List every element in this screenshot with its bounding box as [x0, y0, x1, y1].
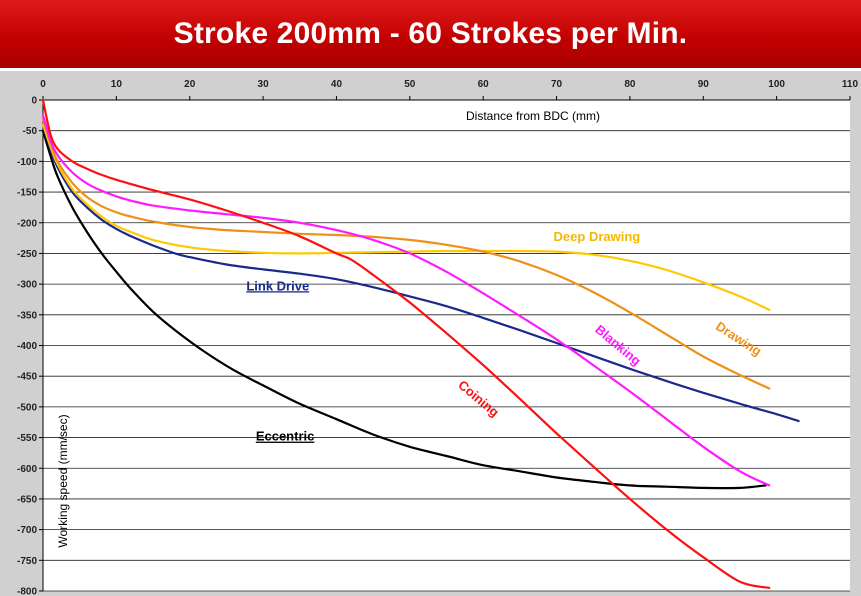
series-lines: [41, 98, 800, 589]
series-line-coining: [41, 98, 771, 589]
y-tick-label: -300: [17, 280, 37, 291]
series-label-deep-drawing: Deep Drawing: [554, 229, 641, 244]
x-tick-label: 10: [111, 79, 123, 90]
y-tick-label: -50: [23, 126, 38, 137]
chart-title: Stroke 200mm - 60 Strokes per Min.: [173, 17, 688, 50]
series-label-link-drive: Link Drive: [246, 278, 309, 293]
series-line-drawing: [41, 117, 771, 390]
grid-lines: [43, 99, 850, 592]
chart-canvas: 0 10 20 30 40 50 60 70 80 90 100 110 0 -50 -100 -150 -20…: [0, 71, 861, 596]
x-tick-label: 70: [551, 79, 563, 90]
series-line-deep-drawing: [41, 123, 771, 311]
series-line-link-drive: [41, 123, 800, 423]
tick-labels: 0 10 20 30 40 50 60 70 80 90 100 110 0 -50 -100 -150 -20…: [17, 79, 859, 596]
x-tick-label: 60: [478, 79, 490, 90]
x-tick-label: 40: [331, 79, 343, 90]
series-line-blanking: [41, 114, 771, 487]
y-tick-label: -400: [17, 341, 37, 352]
y-tick-label: -150: [17, 188, 37, 199]
y-tick-label: -600: [17, 464, 37, 475]
x-tick-label: 30: [258, 79, 270, 90]
y-axis-title: Working speed (mm/sec): [56, 414, 70, 547]
x-tick-label: 90: [698, 79, 710, 90]
x-tick-label: 100: [768, 79, 785, 90]
y-tick-label: -500: [17, 402, 37, 413]
x-axis-title: Distance from BDC (mm): [466, 109, 600, 123]
y-tick-label: -800: [17, 587, 37, 596]
y-tick-label: -200: [17, 218, 37, 229]
y-tick-label: -100: [17, 157, 37, 168]
y-tick-label: -450: [17, 372, 37, 383]
y-tick-label: 0: [31, 96, 37, 107]
x-tick-label: 50: [404, 79, 416, 90]
x-tick-label: 80: [624, 79, 636, 90]
y-tick-label: -250: [17, 249, 37, 260]
y-tick-label: -750: [17, 556, 37, 567]
y-tick-label: -650: [17, 494, 37, 505]
title-bar: Stroke 200mm - 60 Strokes per Min.: [0, 0, 861, 68]
series-line-eccentric: [41, 129, 767, 490]
title-divider: [0, 68, 861, 71]
axes: [39, 96, 851, 592]
x-tick-label: 0: [40, 79, 46, 90]
y-tick-label: -700: [17, 525, 37, 536]
series-label-eccentric: Eccentric: [256, 429, 315, 444]
y-tick-label: -550: [17, 433, 37, 444]
y-tick-label: -350: [17, 310, 37, 321]
x-tick-label: 20: [184, 79, 196, 90]
x-tick-label: 110: [842, 79, 859, 90]
